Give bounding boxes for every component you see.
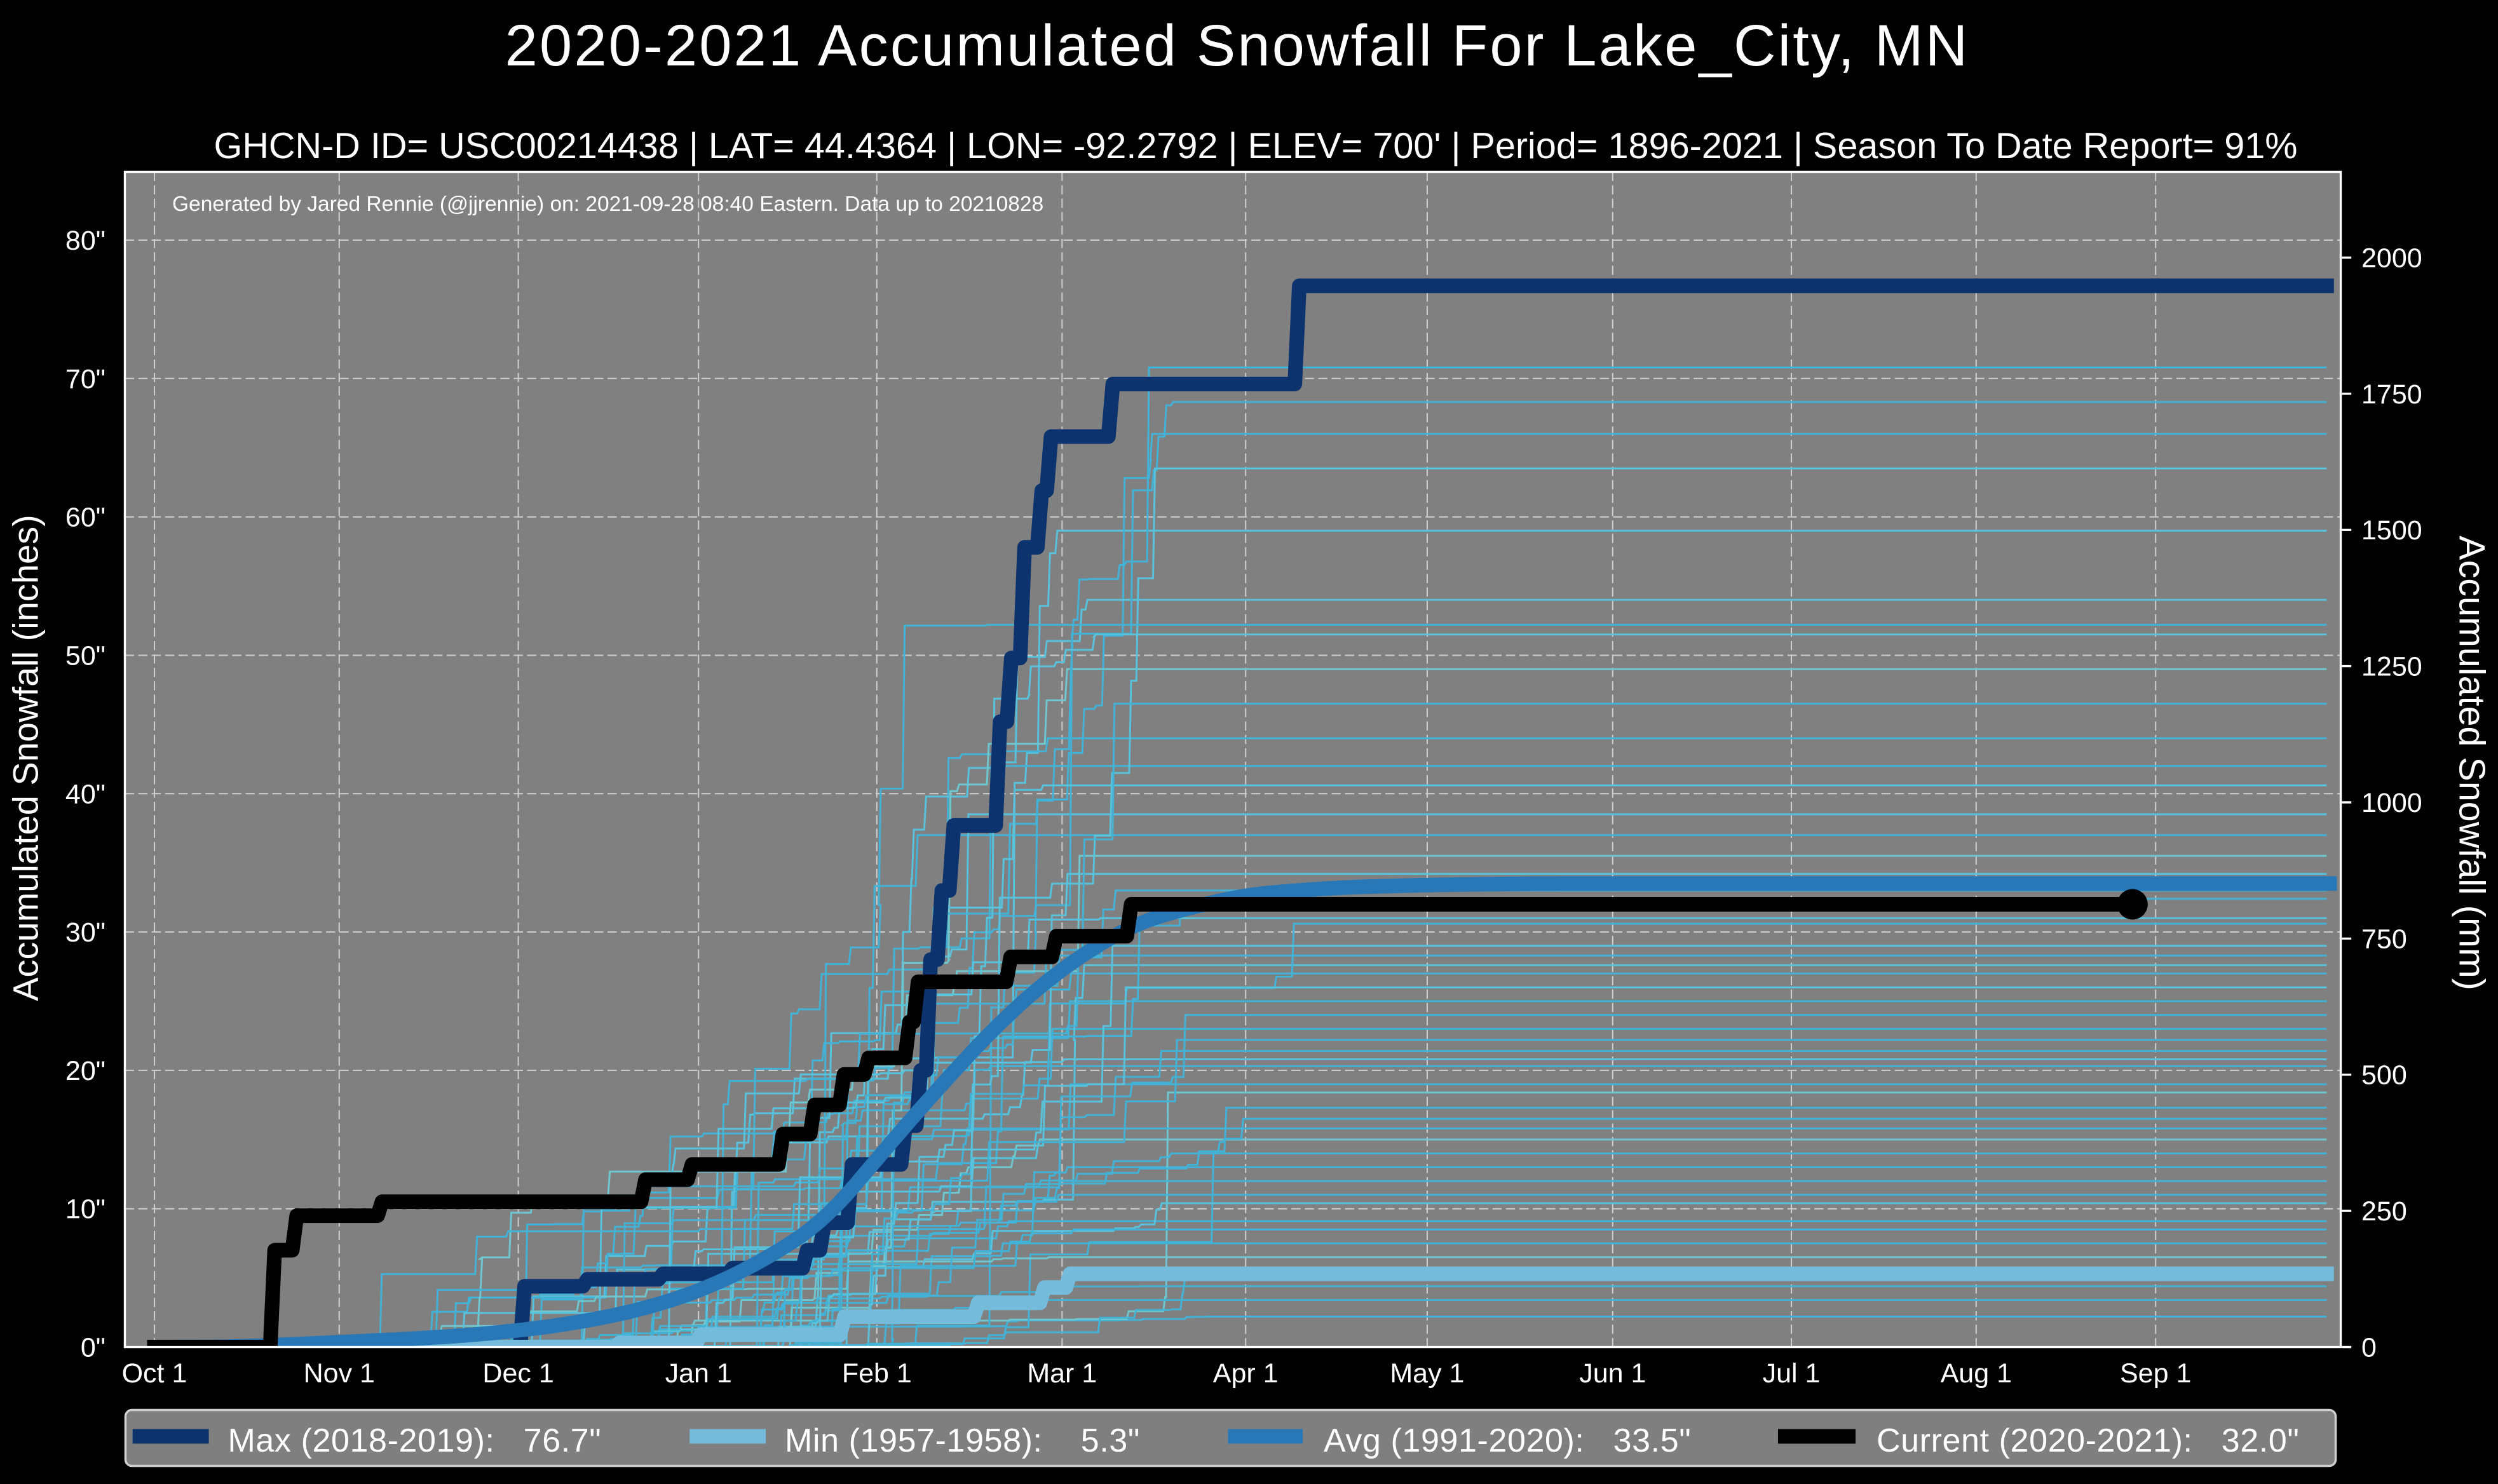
svg-text:Avg (1991-2020): 33.5": Avg (1991-2020): 33.5"	[1324, 1422, 1691, 1459]
svg-text:30": 30"	[65, 917, 105, 948]
svg-text:500: 500	[2361, 1060, 2407, 1091]
svg-text:40": 40"	[65, 779, 105, 809]
svg-text:Min (1957-1958): 5.3": Min (1957-1958): 5.3"	[785, 1422, 1140, 1459]
svg-text:1250: 1250	[2361, 652, 2422, 682]
svg-text:Sep 1: Sep 1	[2120, 1358, 2191, 1389]
svg-text:Accumulated Snowfall (mm): Accumulated Snowfall (mm)	[2452, 536, 2492, 990]
svg-text:Nov 1: Nov 1	[304, 1358, 375, 1389]
svg-text:GHCN-D ID= USC00214438 | LAT=: GHCN-D ID= USC00214438 | LAT= 44.4364 | …	[214, 126, 2298, 166]
svg-text:2000: 2000	[2361, 243, 2422, 274]
svg-text:70": 70"	[65, 364, 105, 395]
svg-text:250: 250	[2361, 1196, 2407, 1227]
svg-text:Max (2018-2019): 76.7": Max (2018-2019): 76.7"	[228, 1422, 602, 1459]
svg-text:1000: 1000	[2361, 788, 2422, 818]
svg-text:Current (2020-2021): 32.0": Current (2020-2021): 32.0"	[1877, 1422, 2299, 1459]
svg-text:60": 60"	[65, 503, 105, 533]
svg-text:Dec 1: Dec 1	[482, 1358, 553, 1389]
svg-text:Aug 1: Aug 1	[1941, 1358, 2012, 1389]
svg-text:1750: 1750	[2361, 379, 2422, 410]
svg-text:Mar 1: Mar 1	[1027, 1358, 1097, 1389]
svg-text:Jan 1: Jan 1	[665, 1358, 732, 1389]
svg-text:Jun 1: Jun 1	[1579, 1358, 1646, 1389]
svg-text:Oct 1: Oct 1	[122, 1358, 187, 1389]
svg-text:May 1: May 1	[1390, 1358, 1464, 1389]
svg-text:Jul 1: Jul 1	[1763, 1358, 1821, 1389]
svg-text:Feb 1: Feb 1	[842, 1358, 912, 1389]
svg-text:Accumulated Snowfall (inches): Accumulated Snowfall (inches)	[6, 515, 46, 1001]
svg-text:2020-2021 Accumulated Snowfall: 2020-2021 Accumulated Snowfall For Lake_…	[505, 13, 1970, 78]
svg-text:Apr 1: Apr 1	[1213, 1358, 1279, 1389]
svg-text:0: 0	[2361, 1333, 2377, 1363]
svg-text:80": 80"	[65, 226, 105, 256]
svg-text:20": 20"	[65, 1056, 105, 1086]
svg-text:1500: 1500	[2361, 515, 2422, 546]
svg-text:10": 10"	[65, 1194, 105, 1225]
svg-text:0": 0"	[81, 1333, 105, 1363]
svg-text:750: 750	[2361, 924, 2407, 954]
svg-text:Generated by Jared Rennie (@jj: Generated by Jared Rennie (@jjrennie) on…	[172, 192, 1043, 216]
svg-text:50": 50"	[65, 641, 105, 671]
